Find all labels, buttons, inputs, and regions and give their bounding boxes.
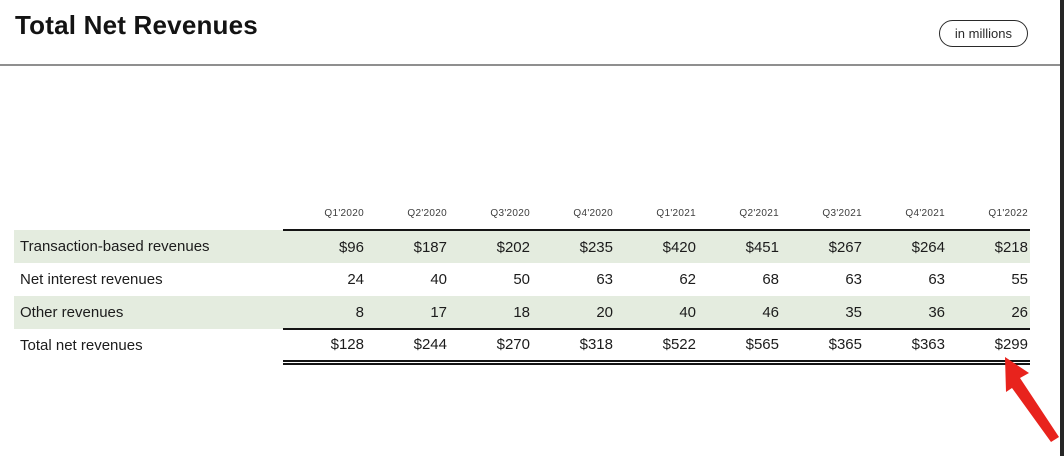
table-row: Transaction-based revenues $96 $187 $202… [14, 230, 1030, 263]
revenue-value: $522 [615, 329, 698, 365]
table-row: Net interest revenues 24 40 50 63 62 68 … [14, 263, 1030, 296]
revenue-value: 68 [762, 271, 779, 288]
row-label: Total net revenues [20, 337, 143, 354]
revenue-value: $318 [532, 329, 615, 365]
column-header: Q3'2021 [781, 197, 864, 231]
row-label: Other revenues [14, 296, 283, 329]
revenue-value: $235 [532, 230, 615, 263]
revenue-value: $565 [698, 329, 781, 365]
revenue-value: $451 [698, 230, 781, 263]
column-header: Q3'2020 [449, 197, 532, 231]
row-label: Transaction-based revenues [14, 230, 283, 263]
revenue-value: $187 [366, 230, 449, 263]
revenue-value: 24 [347, 271, 364, 288]
right-edge-border [1060, 0, 1064, 456]
revenue-value: 63 [845, 271, 862, 288]
table-row-total: Total net revenues $128 $244 $270 $318 $… [14, 329, 1030, 365]
revenue-value: $202 [449, 230, 532, 263]
column-header: Q4'2020 [532, 197, 615, 231]
revenue-value: 35 [781, 296, 864, 330]
red-arrow-shape [1005, 357, 1059, 442]
revenue-value: 62 [679, 271, 696, 288]
table-row: Other revenues 8 17 18 20 40 46 35 36 26 [14, 296, 1030, 330]
row-label-header [14, 197, 283, 230]
revenue-value: 20 [532, 296, 615, 330]
revenue-value: $218 [947, 230, 1030, 263]
revenue-value: 63 [596, 271, 613, 288]
revenue-value: 18 [449, 296, 532, 330]
revenue-value: 50 [513, 271, 530, 288]
revenue-value: 40 [430, 271, 447, 288]
column-header: Q4'2021 [864, 197, 947, 231]
page-title: Total Net Revenues [15, 10, 258, 40]
revenue-value: $299 [947, 329, 1030, 365]
revenue-value: $363 [864, 329, 947, 365]
revenue-value: 63 [928, 271, 945, 288]
revenue-value: 8 [283, 296, 366, 330]
revenue-value: $270 [449, 329, 532, 365]
revenue-value: 36 [864, 296, 947, 330]
revenue-value: $267 [781, 230, 864, 263]
column-header: Q1'2021 [615, 197, 698, 231]
table-header-row: Q1'2020 Q2'2020 Q3'2020 Q4'2020 Q1'2021 … [14, 197, 1030, 231]
revenue-value: 46 [698, 296, 781, 330]
revenue-value: 26 [947, 296, 1030, 330]
revenues-table: Q1'2020 Q2'2020 Q3'2020 Q4'2020 Q1'2021 … [14, 197, 1030, 365]
revenue-value: $96 [283, 230, 366, 263]
revenue-value: $244 [366, 329, 449, 365]
column-header: Q1'2020 [283, 197, 366, 231]
header-divider [0, 64, 1064, 66]
revenue-value: $420 [615, 230, 698, 263]
revenue-value: 55 [1011, 271, 1028, 288]
row-label: Net interest revenues [20, 271, 163, 288]
column-header: Q2'2021 [698, 197, 781, 231]
column-header: Q1'2022 [947, 197, 1030, 231]
revenue-value: $128 [283, 329, 366, 365]
revenue-value: $365 [781, 329, 864, 365]
column-header: Q2'2020 [366, 197, 449, 231]
in-millions-badge[interactable]: in millions [938, 20, 1028, 47]
revenue-value: 17 [366, 296, 449, 330]
revenue-value: 40 [615, 296, 698, 330]
revenue-value: $264 [864, 230, 947, 263]
